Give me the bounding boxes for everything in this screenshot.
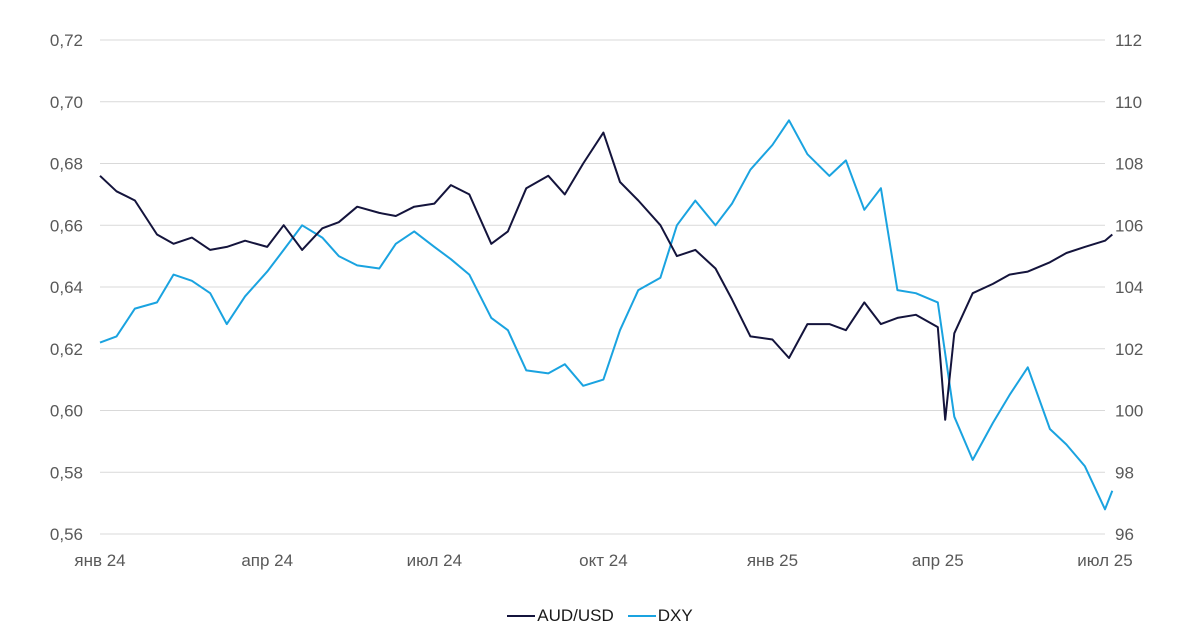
- right-tick-label: 110: [1115, 93, 1142, 112]
- x-axis-ticks: янв 24 апр 24 июл 24 окт 24 янв 25 апр 25 июл …: [74, 551, 1132, 570]
- legend-item-dxy: DXY: [627, 606, 693, 626]
- left-tick-label: 0,60: [50, 402, 83, 421]
- legend-swatch-aud-usd: [507, 615, 536, 617]
- gridlines: [100, 39, 1105, 535]
- series-line-aud-usd: [99, 131, 1113, 421]
- left-axis-ticks: 0,72 0,70 0,68 0,66 0,64 0,62 0,60 0,58 0,56: [50, 31, 83, 544]
- x-tick-label: апр 24: [241, 551, 293, 570]
- right-tick-label: 104: [1115, 278, 1143, 297]
- legend-label-dxy: DXY: [657, 606, 693, 625]
- left-tick-label: 0,62: [50, 340, 83, 359]
- right-tick-label: 106: [1115, 216, 1143, 235]
- left-tick-label: 0,58: [50, 463, 83, 482]
- left-tick-label: 0,72: [50, 31, 83, 50]
- legend-label-aud-usd: AUD/USD: [537, 606, 614, 625]
- x-tick-label: июл 24: [407, 551, 462, 570]
- x-tick-label: апр 25: [912, 551, 964, 570]
- x-tick-label: июл 25: [1077, 551, 1132, 570]
- legend-swatch-dxy: [627, 615, 656, 617]
- right-tick-label: 108: [1115, 155, 1143, 174]
- right-tick-label: 102: [1115, 340, 1143, 359]
- right-tick-label: 98: [1115, 463, 1134, 482]
- right-axis-ticks: 112 110 108 106 104 102 100 98 96: [1115, 31, 1143, 544]
- right-tick-label: 112: [1115, 31, 1142, 50]
- legend-item-aud-usd: AUD/USD: [507, 606, 614, 626]
- left-tick-label: 0,64: [50, 278, 83, 297]
- series-lines: [99, 119, 1114, 511]
- series-line-dxy: [99, 119, 1114, 511]
- left-tick-label: 0,66: [50, 216, 83, 235]
- right-tick-label: 96: [1115, 525, 1134, 544]
- x-tick-label: янв 24: [74, 551, 125, 570]
- x-tick-label: окт 24: [579, 551, 628, 570]
- left-tick-label: 0,70: [50, 93, 83, 112]
- x-tick-label: янв 25: [747, 551, 798, 570]
- legend: AUD/USD DXY: [0, 604, 1200, 628]
- right-tick-label: 100: [1115, 402, 1143, 421]
- left-tick-label: 0,68: [50, 155, 83, 174]
- left-tick-label: 0,56: [50, 525, 83, 544]
